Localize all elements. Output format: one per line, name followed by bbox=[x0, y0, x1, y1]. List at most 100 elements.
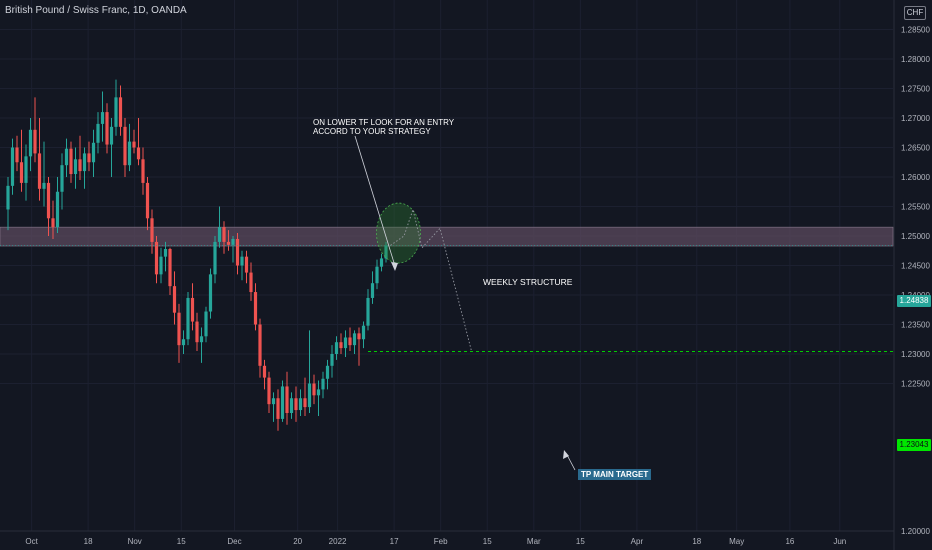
candle-body bbox=[366, 297, 370, 326]
currency-badge[interactable]: CHF bbox=[904, 6, 926, 20]
candle-body bbox=[244, 256, 249, 273]
candle-body bbox=[276, 398, 280, 419]
candle-body bbox=[307, 383, 312, 408]
candle-body bbox=[73, 159, 78, 175]
x-tick-label: May bbox=[729, 537, 744, 546]
y-tick-label: 1.28000 bbox=[901, 55, 930, 64]
candle-body bbox=[285, 386, 289, 413]
candle-body bbox=[330, 354, 334, 366]
entry-note-line-1: ON LOWER TF LOOK FOR AN ENTRY bbox=[313, 118, 455, 127]
candle-body bbox=[357, 333, 361, 340]
candle-body bbox=[82, 153, 87, 172]
x-tick-label: 15 bbox=[483, 537, 492, 546]
candle-body bbox=[321, 378, 325, 390]
x-tick-label: 17 bbox=[390, 537, 399, 546]
candle-body bbox=[69, 148, 73, 175]
candle-body bbox=[334, 342, 339, 354]
x-tick-label: 15 bbox=[177, 537, 186, 546]
candle-body bbox=[87, 153, 91, 163]
candle-body bbox=[51, 218, 55, 228]
candle-body bbox=[384, 245, 388, 259]
tp-arrow-head bbox=[563, 450, 569, 459]
candle-body bbox=[379, 258, 384, 267]
x-tick-label: 20 bbox=[293, 537, 302, 546]
candle-body bbox=[208, 274, 213, 312]
candle-body bbox=[289, 398, 294, 413]
weekly-structure-zone bbox=[0, 226, 894, 247]
candle-body bbox=[298, 398, 303, 411]
candle-body bbox=[118, 97, 123, 127]
y-tick-label: 1.23500 bbox=[901, 321, 930, 330]
candle-body bbox=[145, 182, 150, 219]
candle-body bbox=[42, 182, 46, 189]
candle-body bbox=[181, 339, 186, 346]
candle-body bbox=[339, 342, 343, 349]
candle-body bbox=[136, 147, 141, 160]
candle-body bbox=[177, 312, 181, 346]
candle-body bbox=[154, 241, 159, 275]
candle-body bbox=[190, 297, 195, 322]
candle-body bbox=[226, 241, 231, 245]
candle-body bbox=[114, 97, 118, 127]
candle-body bbox=[141, 159, 145, 183]
candle-body bbox=[352, 333, 357, 346]
candle-body bbox=[78, 159, 82, 172]
candle-body bbox=[15, 147, 19, 163]
x-tick-label: 18 bbox=[692, 537, 701, 546]
candle-body bbox=[132, 141, 136, 148]
candle-body bbox=[235, 238, 240, 266]
entry-arrow-line bbox=[354, 135, 396, 267]
x-tick-label: Oct bbox=[25, 537, 38, 546]
y-tick-label: 1.24500 bbox=[901, 262, 930, 271]
y-tick-label: 1.20000 bbox=[901, 527, 930, 536]
candle-body bbox=[55, 191, 60, 228]
candle-body bbox=[271, 398, 276, 405]
candle-body bbox=[204, 311, 208, 337]
x-tick-label: Mar bbox=[527, 537, 541, 546]
candle-body bbox=[231, 238, 235, 245]
y-tick-label: 1.27000 bbox=[901, 114, 930, 123]
candle-body bbox=[127, 141, 132, 166]
candle-body bbox=[240, 256, 244, 266]
candle-body bbox=[150, 218, 154, 242]
entry-zone-ellipse bbox=[376, 202, 421, 264]
candle-body bbox=[361, 325, 366, 340]
candle-body bbox=[348, 337, 352, 346]
y-tick-label: 1.28500 bbox=[901, 26, 930, 35]
candle-body bbox=[19, 162, 24, 183]
entry-note-line-2: ACCORD TO YOUR STRATEGY bbox=[313, 127, 431, 136]
candle-body bbox=[195, 321, 199, 343]
candle-body bbox=[163, 248, 168, 257]
candle-body bbox=[199, 336, 204, 343]
candle-body bbox=[105, 112, 109, 145]
y-tick-label: 1.27500 bbox=[901, 85, 930, 94]
candle-body bbox=[375, 266, 379, 284]
candle-body bbox=[109, 126, 114, 145]
candle-body bbox=[10, 147, 15, 186]
candle-body bbox=[325, 365, 330, 379]
candle-body bbox=[316, 389, 321, 396]
x-tick-label: Feb bbox=[434, 537, 448, 546]
y-tick-label: 1.25000 bbox=[901, 232, 930, 241]
entry-arrow-head bbox=[391, 262, 398, 271]
candle-body bbox=[343, 337, 348, 349]
candle-body bbox=[24, 156, 28, 183]
candle-body bbox=[280, 386, 285, 419]
candle-body bbox=[60, 165, 64, 192]
candle-body bbox=[253, 292, 258, 325]
candle-body bbox=[168, 248, 172, 287]
x-tick-label: Jun bbox=[833, 537, 846, 546]
candle-body bbox=[172, 286, 177, 313]
candle-body bbox=[217, 227, 222, 242]
candle-body bbox=[312, 383, 316, 396]
y-tick-label: 1.22500 bbox=[901, 380, 930, 389]
last-price-tag: 1.24838 bbox=[897, 295, 931, 307]
candle-body bbox=[123, 126, 127, 166]
y-tick-label: 1.26500 bbox=[901, 144, 930, 153]
x-tick-label: Dec bbox=[227, 537, 241, 546]
candle-body bbox=[91, 142, 96, 163]
candle-body bbox=[100, 112, 105, 124]
x-tick-label: 18 bbox=[84, 537, 93, 546]
